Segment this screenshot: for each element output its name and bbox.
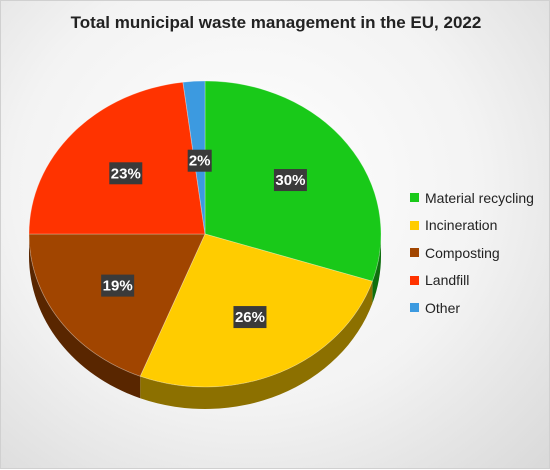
legend-swatch (410, 248, 419, 258)
data-label-material-recycling: 30% (273, 169, 307, 192)
slice-side-composting (29, 234, 141, 399)
legend-item-composting: Composting (410, 239, 534, 267)
legend-label: Composting (425, 244, 500, 261)
legend-label: Material recycling (425, 189, 534, 206)
pie-sides (29, 234, 381, 409)
slice-side-material-recycling (372, 234, 381, 304)
data-label-text: 30% (275, 172, 305, 189)
slice-composting[interactable] (28, 233, 206, 377)
slice-landfill[interactable] (28, 81, 206, 235)
data-label-box (109, 162, 143, 185)
legend-swatch (410, 220, 419, 230)
pie-slices (28, 80, 382, 388)
legend-item-material-recycling: Material recycling (410, 184, 534, 212)
slice-side-incineration (140, 281, 373, 409)
data-label-box (233, 306, 267, 329)
data-label-incineration: 26% (233, 306, 267, 329)
legend-swatch (410, 303, 419, 313)
legend-label: Incineration (425, 217, 498, 234)
data-label-text: 23% (111, 165, 141, 182)
chart-title: Total municipal waste management in the … (70, 13, 482, 32)
data-labels: 30% 26% 19% 23% 2% (101, 149, 307, 329)
data-label-text: 26% (235, 309, 265, 326)
data-label-text: 2% (189, 153, 211, 170)
data-label-composting: 19% (101, 274, 135, 297)
legend-swatch (410, 275, 419, 285)
legend-swatch (410, 193, 419, 203)
legend-label: Other (425, 299, 461, 316)
legend-label: Landfill (425, 272, 470, 289)
legend-item-landfill: Landfill (410, 267, 534, 295)
data-label-box (273, 169, 307, 192)
legend-item-other: Other (410, 294, 534, 322)
data-label-box (101, 274, 135, 297)
data-label-box (187, 149, 212, 172)
legend-item-incineration: Incineration (410, 212, 534, 240)
data-label-other: 2% (187, 149, 212, 172)
legend: Material recycling Incineration Composting… (410, 184, 534, 322)
data-label-landfill: 23% (109, 162, 143, 185)
data-label-text: 19% (103, 278, 133, 295)
